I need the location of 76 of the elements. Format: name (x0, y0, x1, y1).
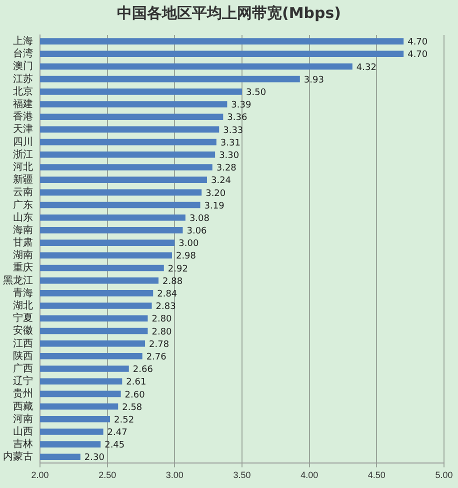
data-label: 2.52 (114, 415, 134, 426)
y-tick-label: 台湾 (13, 48, 33, 60)
data-label: 2.88 (162, 276, 183, 287)
y-tick-label: 海南 (13, 224, 33, 236)
data-label: 2.98 (176, 252, 196, 262)
data-label: 3.30 (219, 150, 240, 161)
data-label: 4.70 (408, 38, 428, 48)
data-label: 2.80 (152, 314, 172, 325)
x-tick-label: 2.00 (31, 470, 49, 480)
data-label: 2.84 (157, 290, 178, 300)
chart-title: 中国各地区平均上网带宽(Mbps) (116, 3, 342, 24)
x-tick-label: 2.50 (98, 470, 116, 480)
data-label: 3.19 (204, 201, 225, 212)
data-label: 2.61 (126, 378, 146, 388)
y-tick-label: 山西 (13, 425, 33, 438)
data-label: 2.60 (124, 390, 146, 400)
y-tick-label: 宁夏 (13, 312, 33, 324)
y-tick-label: 贵州 (13, 388, 33, 400)
y-tick-label: 浙江 (13, 148, 33, 160)
data-label: 3.24 (210, 176, 232, 186)
y-tick-label: 北京 (13, 85, 33, 98)
data-label: 3.36 (227, 113, 248, 124)
data-label: 3.31 (220, 138, 240, 148)
data-label: 2.30 (84, 453, 105, 464)
data-label: 3.06 (186, 226, 208, 237)
y-tick-label: 广西 (13, 362, 33, 374)
data-label: 3.93 (304, 75, 324, 86)
y-tick-label: 陕西 (13, 350, 33, 362)
x-tick-label: 4.00 (300, 470, 318, 480)
y-tick-label: 安徽 (13, 324, 33, 337)
data-label: 3.50 (246, 88, 266, 98)
data-label: 2.76 (146, 352, 167, 362)
y-tick-label: 江苏 (13, 72, 33, 85)
x-tick-label: 3.50 (233, 470, 251, 480)
data-label: 3.00 (178, 239, 199, 250)
y-tick-label: 山东 (13, 211, 33, 224)
data-label: 2.83 (156, 302, 176, 312)
x-tick-label: 4.50 (368, 470, 386, 480)
data-label: 2.78 (149, 340, 170, 350)
y-tick-label: 甘肃 (13, 236, 33, 249)
y-tick-label: 上海 (13, 35, 33, 48)
y-tick-label: 重庆 (13, 262, 33, 274)
data-label: 2.47 (107, 428, 128, 438)
y-tick-label: 河南 (13, 412, 33, 425)
x-tick-label: 3.00 (166, 470, 184, 480)
y-tick-label: 湖南 (13, 249, 33, 262)
data-label: 2.66 (132, 365, 154, 376)
y-tick-label: 黑龙江 (3, 274, 33, 286)
data-label: 2.45 (104, 440, 125, 451)
y-tick-label: 江西 (13, 337, 33, 350)
y-tick-label: 河北 (13, 160, 33, 173)
data-label: 3.08 (189, 214, 210, 224)
data-label: 4.32 (356, 62, 376, 73)
y-tick-label: 内蒙古 (3, 450, 33, 463)
data-label: 3.28 (216, 164, 237, 174)
data-label: 3.39 (231, 100, 252, 111)
y-tick-label: 吉林 (13, 438, 33, 450)
y-tick-label: 福建 (13, 98, 33, 110)
y-tick-label: 广东 (13, 198, 33, 211)
y-tick-label: 香港 (13, 110, 33, 123)
data-label: 2.58 (122, 402, 142, 413)
y-tick-label: 西藏 (13, 400, 33, 412)
data-label: 3.33 (223, 126, 244, 136)
y-tick-label: 云南 (13, 186, 33, 198)
y-tick-label: 湖北 (13, 300, 33, 312)
data-label: 2.92 (168, 264, 188, 274)
y-tick-label: 天津 (13, 123, 33, 136)
data-label: 2.80 (152, 327, 172, 338)
y-tick-label: 新疆 (13, 174, 33, 186)
x-tick-label: 5.00 (435, 470, 453, 480)
y-tick-label: 青海 (13, 286, 33, 299)
data-label: 3.20 (206, 188, 226, 199)
y-tick-label: 澳门 (13, 60, 33, 72)
y-tick-label: 辽宁 (13, 375, 33, 388)
data-label: 4.70 (408, 50, 428, 60)
y-tick-label: 四川 (13, 136, 33, 148)
